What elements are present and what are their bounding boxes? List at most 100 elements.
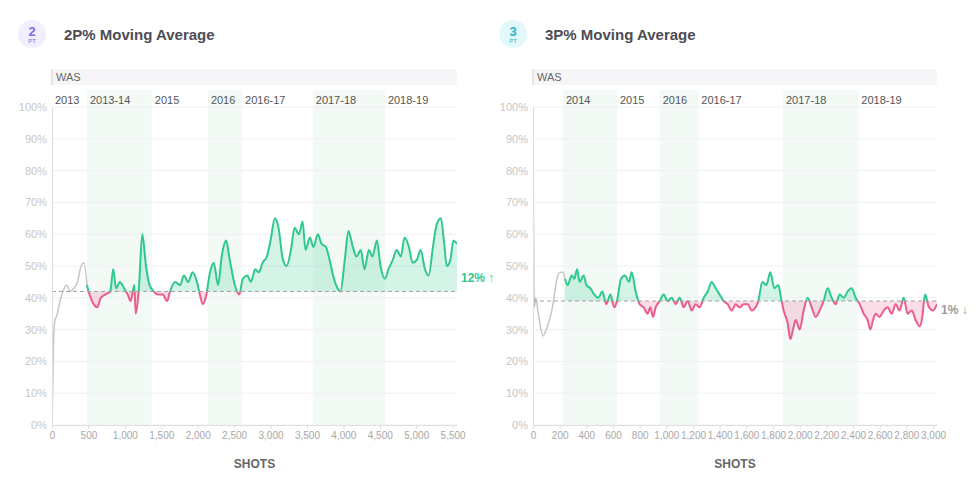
grid-line: [52, 107, 457, 108]
plot-area: [533, 107, 937, 339]
grid-line: [533, 393, 937, 394]
tick: 1,200: [681, 425, 706, 441]
grid-line: [52, 170, 457, 171]
season-band: [660, 90, 699, 425]
x-axis: 05001,0001,5002,0002,5003,0003,5004,0004…: [50, 425, 466, 441]
y-axis: 0%10%20%30%40%50%60%70%80%90%100%: [19, 101, 53, 431]
tick-mark: [880, 425, 881, 429]
tick-label: 400: [578, 430, 595, 441]
baseline: [533, 300, 937, 301]
tick-mark: [693, 425, 694, 429]
chart-title: 2P% Moving Average: [64, 26, 215, 43]
tick-mark: [88, 425, 89, 429]
tick-label: 2,600: [868, 430, 893, 441]
season-label: 2017-18: [786, 94, 826, 106]
x-axis-title: SHOTS: [234, 457, 275, 471]
tick-label: 2,200: [814, 430, 839, 441]
season-label: 2015: [620, 94, 644, 106]
tick: 4,000: [331, 425, 356, 441]
tick-label: 1,500: [149, 430, 174, 441]
tick-label: 600: [605, 430, 622, 441]
tick: 50%: [506, 260, 533, 272]
team-strip: [533, 69, 937, 85]
tick-label: 4,500: [368, 430, 393, 441]
tick-label: 80%: [506, 165, 528, 177]
badge: [499, 20, 527, 48]
tick: 4,500: [368, 425, 393, 441]
tick-label: 3,500: [295, 430, 320, 441]
season-label: 2013: [55, 94, 79, 106]
grid-line: [533, 266, 937, 267]
tick: 2,000: [186, 425, 211, 441]
tick: 3,000: [921, 425, 946, 441]
tick-label: 0%: [512, 419, 528, 431]
tick-label: 0: [531, 430, 537, 441]
team-strip: [52, 69, 457, 85]
tick: 80%: [506, 165, 533, 177]
badge-unit: PT: [509, 38, 517, 44]
tick-label: 800: [632, 430, 649, 441]
season-label: 2018-19: [388, 94, 428, 106]
series-line: [87, 218, 457, 291]
tick-label: 50%: [25, 260, 47, 272]
tick: 2,400: [841, 425, 866, 441]
tick: 1,800: [761, 425, 786, 441]
tick-label: 5,500: [441, 430, 466, 441]
tick-label: 50%: [506, 260, 528, 272]
tick-label: 5,000: [404, 430, 429, 441]
grid-line: [52, 425, 457, 426]
tick-mark: [234, 425, 235, 429]
tick-label: 10%: [25, 387, 47, 399]
tick-label: 1,200: [681, 430, 706, 441]
series-above: [565, 269, 937, 301]
tick: 90%: [506, 133, 533, 145]
tick-label: 20%: [506, 355, 528, 367]
tick: 100%: [500, 101, 533, 113]
tick: 20%: [506, 355, 533, 367]
tick-label: 3,000: [259, 430, 284, 441]
tick: 2,000: [788, 425, 813, 441]
series-line: [533, 107, 565, 336]
season-label: 2016: [211, 94, 235, 106]
season-label: 2018-19: [861, 94, 901, 106]
tick: 100%: [19, 101, 52, 113]
tick-mark: [453, 425, 454, 429]
series-above: [87, 218, 457, 291]
tick-label: 500: [81, 430, 98, 441]
tick: 200: [552, 425, 569, 441]
chart: 3PT3P% Moving AverageWAS2014201520162016…: [499, 20, 968, 471]
season-band: [698, 90, 783, 425]
tick-label: 4,000: [331, 430, 356, 441]
tick-label: 1,000: [654, 430, 679, 441]
tick-label: 2,000: [788, 430, 813, 441]
y-axis: 0%10%20%30%40%50%60%70%80%90%100%: [500, 101, 534, 431]
series-below: [565, 301, 937, 339]
tick-mark: [343, 425, 344, 429]
tick-mark: [307, 425, 308, 429]
tick: 70%: [506, 196, 533, 208]
tick: 2,600: [868, 425, 893, 441]
tick-label: 1,600: [734, 430, 759, 441]
grid-line: [52, 329, 457, 330]
tick: 90%: [25, 133, 52, 145]
tick: 0: [531, 425, 537, 441]
tick-label: 90%: [25, 133, 47, 145]
grid-line: [52, 297, 457, 298]
tick-label: 2,800: [894, 430, 919, 441]
series-area: [565, 301, 937, 339]
tick: 30%: [506, 324, 533, 336]
series-line: [565, 269, 937, 301]
x-axis: 02004006008001,0001,2001,4001,6001,8002,…: [531, 425, 947, 441]
team-label: WAS: [537, 71, 562, 83]
tick-label: 3,000: [921, 430, 946, 441]
tick: 1,600: [734, 425, 759, 441]
tick-mark: [271, 425, 272, 429]
tick: 40%: [506, 292, 533, 304]
tick-label: 1,000: [113, 430, 138, 441]
tick-mark: [773, 425, 774, 429]
grid: [533, 107, 937, 425]
x-axis-title: SHOTS: [714, 457, 755, 471]
grid-line: [533, 202, 937, 203]
tick-label: 60%: [506, 228, 528, 240]
season-band: [783, 90, 858, 425]
